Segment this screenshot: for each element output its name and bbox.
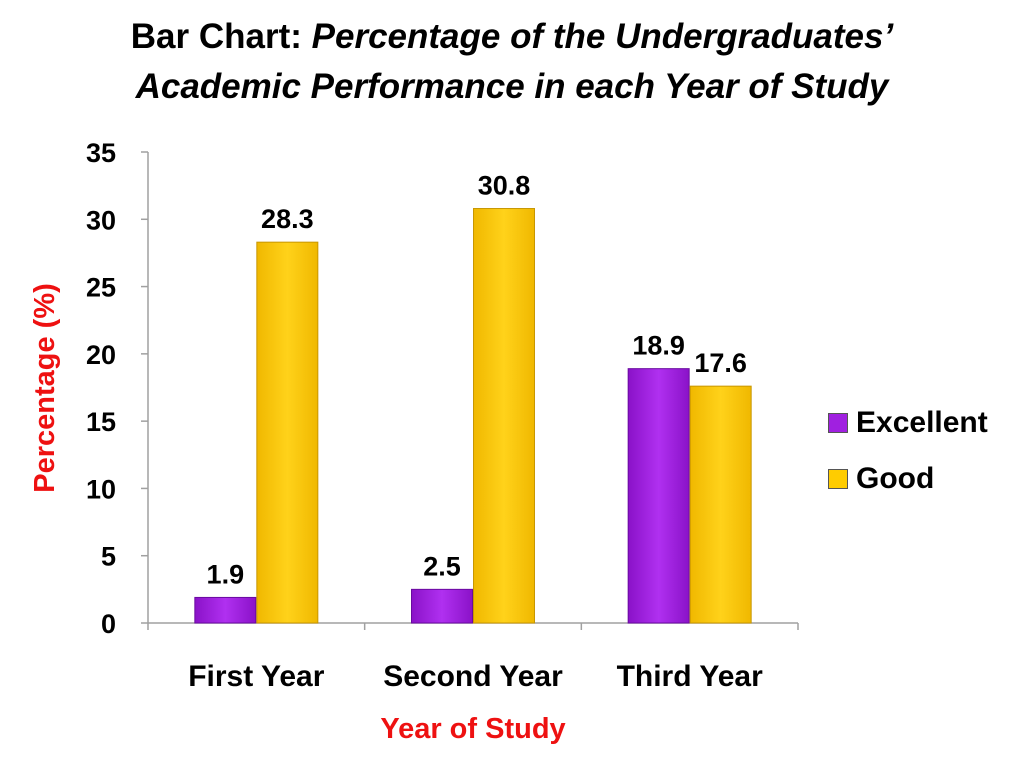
- bar-excellent: [194, 596, 257, 624]
- x-tick-label: First Year: [188, 660, 325, 693]
- x-tick-label: Third Year: [617, 660, 764, 693]
- y-tick-label: 10: [86, 474, 116, 504]
- legend-item-good: Good: [828, 451, 988, 507]
- data-label-good: 17.6: [694, 348, 747, 378]
- bar-excellent: [627, 368, 690, 624]
- legend-label-good: Good: [856, 462, 935, 495]
- data-label-excellent: 1.9: [207, 559, 245, 589]
- y-tick-label: 5: [101, 542, 116, 572]
- legend-swatch-excellent: [828, 413, 848, 433]
- chart-title-line-2: Academic Performance in each Year of Stu…: [135, 67, 889, 106]
- legend-swatch-good: [828, 469, 848, 489]
- chart-title-line-1: Bar Chart: Percentage of the Undergradua…: [0, 12, 1024, 62]
- legend-item-excellent: Excellent: [828, 395, 988, 451]
- x-axis-title: Year of Study: [380, 713, 565, 745]
- y-tick-label: 15: [86, 407, 116, 437]
- legend-label-excellent: Excellent: [856, 406, 988, 439]
- bar-good: [473, 208, 535, 624]
- y-tick-label: 35: [86, 138, 116, 168]
- y-tick-label: 20: [86, 340, 116, 370]
- y-tick-label: 30: [86, 205, 116, 235]
- chart-title: Bar Chart: Percentage of the Undergradua…: [0, 12, 1024, 112]
- bar-good: [256, 241, 319, 624]
- x-tick-label: Second Year: [383, 660, 563, 693]
- chart-title-main: Percentage of the Undergraduates’: [311, 17, 894, 56]
- data-label-excellent: 2.5: [423, 551, 461, 581]
- data-label-good: 30.8: [478, 171, 531, 201]
- chart-legend: Excellent Good: [828, 395, 988, 507]
- y-axis-title: Percentage (%): [29, 283, 61, 493]
- bar-good: [689, 385, 752, 624]
- chart-title-prefix: Bar Chart:: [130, 17, 312, 56]
- bar-excellent: [411, 588, 473, 624]
- data-label-good: 28.3: [261, 204, 314, 234]
- y-tick-label: 0: [101, 609, 116, 639]
- y-tick-label: 25: [86, 273, 116, 303]
- data-label-excellent: 18.9: [632, 331, 685, 361]
